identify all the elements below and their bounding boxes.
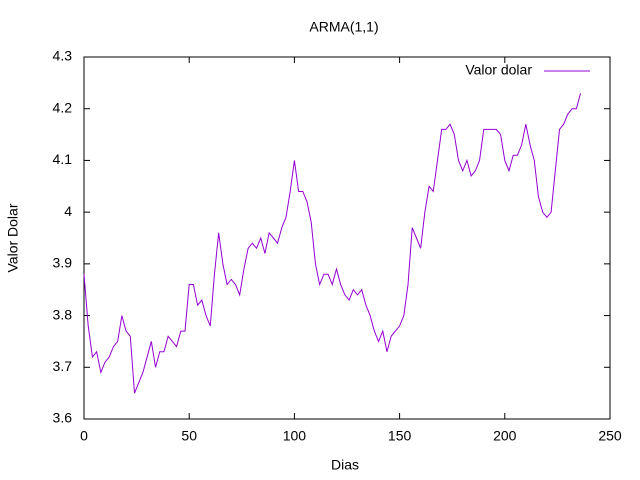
x-tick-label: 250 (598, 428, 622, 444)
legend-label: Valor dolar (465, 62, 532, 78)
x-tick-label: 200 (493, 428, 517, 444)
x-tick-label: 150 (388, 428, 412, 444)
x-tick-label: 0 (80, 428, 88, 444)
y-tick-label: 3.6 (53, 410, 73, 426)
x-axis-label: Dias (331, 457, 359, 473)
chart-title: ARMA(1,1) (309, 19, 378, 35)
x-tick-label: 50 (181, 428, 197, 444)
y-tick-label: 3.7 (53, 358, 73, 374)
x-tick-label: 100 (283, 428, 307, 444)
y-tick-label: 3.9 (53, 255, 73, 271)
y-tick-label: 4.3 (53, 48, 73, 64)
y-tick-label: 4 (64, 203, 72, 219)
data-line (83, 93, 582, 394)
plot-border (83, 56, 611, 420)
y-tick-label: 3.8 (53, 306, 73, 322)
y-axis-label: Valor Dolar (5, 203, 21, 272)
y-tick-label: 4.1 (53, 151, 73, 167)
y-tick-label: 4.2 (53, 99, 73, 115)
